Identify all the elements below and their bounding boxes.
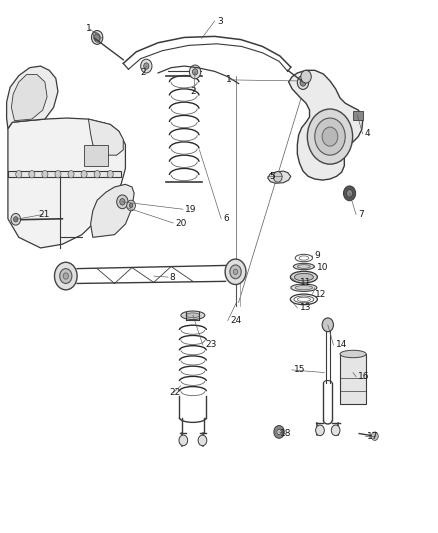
Text: 11: 11: [300, 278, 311, 287]
Text: 7: 7: [358, 210, 364, 219]
Circle shape: [371, 432, 378, 440]
Circle shape: [29, 171, 35, 178]
Circle shape: [120, 199, 125, 205]
Text: 23: 23: [205, 341, 216, 350]
Circle shape: [94, 34, 100, 41]
Circle shape: [11, 214, 21, 225]
Circle shape: [225, 259, 246, 285]
Text: 6: 6: [223, 214, 229, 223]
Circle shape: [42, 171, 48, 178]
Circle shape: [68, 171, 74, 178]
Circle shape: [301, 70, 311, 83]
Text: 19: 19: [185, 205, 197, 214]
Ellipse shape: [186, 313, 200, 318]
Text: 2: 2: [141, 68, 146, 77]
Text: 9: 9: [315, 252, 321, 261]
Polygon shape: [7, 66, 58, 128]
Text: 18: 18: [280, 429, 291, 438]
Circle shape: [117, 195, 128, 209]
Text: 5: 5: [269, 172, 275, 181]
Circle shape: [346, 190, 353, 197]
Ellipse shape: [293, 263, 314, 270]
Ellipse shape: [291, 284, 317, 292]
Text: 22: 22: [169, 388, 180, 397]
Circle shape: [300, 79, 306, 86]
Circle shape: [63, 273, 68, 279]
Circle shape: [14, 216, 18, 222]
Circle shape: [107, 171, 113, 178]
Polygon shape: [8, 171, 121, 177]
Text: 24: 24: [230, 316, 241, 325]
Text: 2: 2: [191, 87, 196, 96]
Ellipse shape: [295, 286, 313, 290]
Circle shape: [315, 118, 345, 155]
Circle shape: [230, 265, 241, 279]
Text: 1: 1: [86, 25, 92, 34]
Bar: [353, 111, 363, 120]
Circle shape: [316, 425, 324, 435]
Text: 13: 13: [300, 303, 311, 312]
Ellipse shape: [294, 273, 314, 281]
Circle shape: [141, 59, 152, 73]
Circle shape: [331, 425, 340, 435]
Circle shape: [81, 171, 87, 178]
Text: 20: 20: [176, 219, 187, 228]
Text: 21: 21: [39, 210, 50, 219]
Circle shape: [127, 200, 135, 211]
Text: 15: 15: [294, 366, 305, 374]
Polygon shape: [8, 118, 125, 248]
Circle shape: [179, 435, 187, 446]
Polygon shape: [11, 75, 47, 120]
Circle shape: [60, 269, 72, 284]
Text: 3: 3: [217, 17, 223, 26]
Circle shape: [94, 171, 100, 178]
Circle shape: [277, 429, 281, 434]
Text: 1: 1: [226, 75, 231, 84]
Ellipse shape: [290, 271, 318, 283]
Circle shape: [273, 172, 282, 182]
Circle shape: [274, 425, 284, 438]
Ellipse shape: [181, 311, 205, 319]
Text: 17: 17: [367, 432, 378, 441]
Circle shape: [343, 186, 356, 201]
Polygon shape: [88, 119, 123, 155]
Text: 16: 16: [358, 372, 370, 381]
Ellipse shape: [340, 350, 366, 358]
Circle shape: [297, 76, 309, 90]
Ellipse shape: [297, 265, 311, 268]
Circle shape: [198, 435, 207, 446]
Polygon shape: [289, 70, 363, 180]
Bar: [340, 354, 366, 405]
Circle shape: [54, 262, 77, 290]
Circle shape: [307, 109, 353, 164]
Text: 10: 10: [317, 263, 328, 272]
Circle shape: [233, 269, 238, 274]
Circle shape: [322, 127, 338, 146]
Circle shape: [16, 171, 22, 178]
Polygon shape: [91, 184, 134, 237]
Circle shape: [322, 318, 333, 332]
Text: 12: 12: [315, 289, 326, 298]
Circle shape: [129, 204, 133, 208]
Circle shape: [92, 30, 103, 44]
Text: 14: 14: [336, 341, 347, 350]
Circle shape: [189, 65, 201, 79]
Text: 8: 8: [169, 272, 175, 281]
Circle shape: [192, 69, 198, 75]
Circle shape: [144, 63, 149, 69]
Text: 4: 4: [365, 130, 371, 139]
Bar: [84, 144, 108, 166]
Polygon shape: [268, 171, 291, 183]
Circle shape: [55, 171, 61, 178]
